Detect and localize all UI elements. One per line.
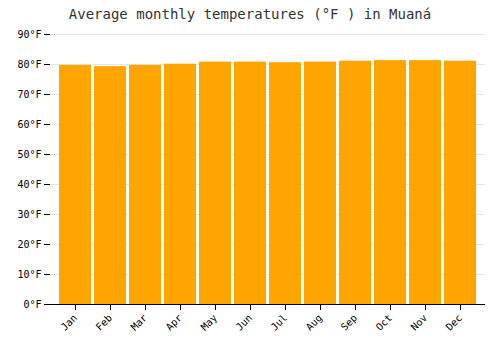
svg-text:Jun: Jun <box>234 312 255 333</box>
svg-text:20°F: 20°F <box>17 239 41 250</box>
svg-text:Nov: Nov <box>409 312 430 333</box>
svg-text:May: May <box>199 312 220 333</box>
svg-text:0°F: 0°F <box>23 299 41 310</box>
svg-text:70°F: 70°F <box>17 89 41 100</box>
svg-text:Aug: Aug <box>304 312 325 333</box>
svg-text:Oct: Oct <box>374 312 395 333</box>
svg-text:Apr: Apr <box>164 312 185 333</box>
html-text:Average monthly temperatures (: Average monthly temperatures (°F ) in Mu… <box>68 6 432 22</box>
svg-text:80°F: 80°F <box>17 59 41 70</box>
svg-text:Sep: Sep <box>339 312 360 333</box>
svg-text:60°F: 60°F <box>17 119 41 130</box>
svg-text:Jan: Jan <box>59 312 80 333</box>
svg-text:Dec: Dec <box>444 312 465 333</box>
svg-text:Feb: Feb <box>94 312 115 333</box>
svg-text:50°F: 50°F <box>17 149 41 160</box>
svg-text:90°F: 90°F <box>17 29 41 40</box>
svg-text:40°F: 40°F <box>17 179 41 190</box>
svg-text:30°F: 30°F <box>17 209 41 220</box>
svg-text:10°F: 10°F <box>17 269 41 280</box>
svg-text:Mar: Mar <box>129 312 150 333</box>
svg-text:Jul: Jul <box>269 312 290 333</box>
